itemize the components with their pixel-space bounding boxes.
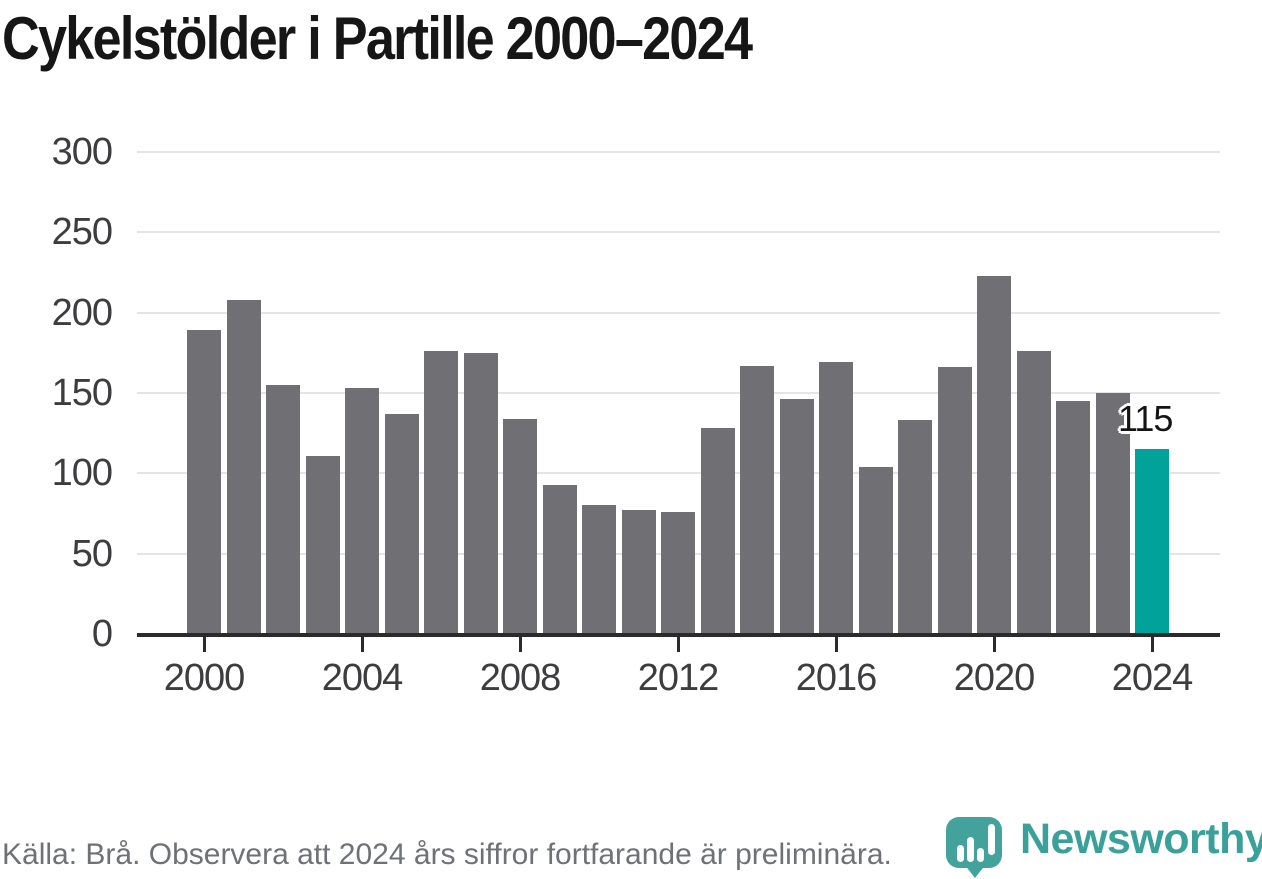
bar-2012	[661, 512, 695, 634]
bar-2015	[779, 399, 814, 634]
bar-2002	[266, 385, 300, 634]
x-axis-label: 2016	[795, 657, 878, 699]
chart-title: Cykelstölder i Partille 2000–2024	[2, 5, 753, 72]
bar-2024	[1135, 449, 1169, 634]
bar-2020	[977, 276, 1011, 634]
bar-2011	[621, 510, 656, 634]
bar-2018	[898, 420, 932, 634]
y-axis-label: 200	[51, 291, 113, 334]
x-tick-2016	[834, 637, 838, 652]
bar-2009	[542, 485, 577, 634]
x-axis-label: 2020	[953, 657, 1036, 699]
gridline-200	[137, 311, 1220, 314]
x-tick-2024	[1150, 637, 1154, 652]
x-tick-2012	[676, 637, 680, 652]
bar-2005	[384, 414, 419, 634]
bar-2010	[582, 505, 616, 634]
x-tick-2008	[518, 637, 522, 652]
x-tick-2020	[992, 637, 996, 652]
bar-2006	[424, 351, 458, 634]
y-axis-label: 100	[51, 452, 113, 495]
bar-2003	[305, 456, 340, 634]
highlight-value-label: 115	[1118, 398, 1173, 439]
y-axis-label: 300	[51, 130, 113, 173]
x-axis-label: 2008	[479, 657, 562, 699]
gridline-250	[137, 231, 1220, 234]
bar-2014	[740, 366, 774, 634]
x-axis-label: 2004	[321, 657, 404, 699]
newsworthy-logo: Newsworthy	[944, 812, 1262, 878]
bar-2001	[226, 300, 261, 634]
source-note: Källa: Brå. Observera att 2024 års siffr…	[2, 838, 892, 871]
y-axis-label: 150	[51, 371, 113, 414]
y-axis-label: 250	[51, 211, 113, 254]
bar-2022	[1056, 401, 1090, 634]
bar-2021	[1016, 351, 1051, 634]
y-axis-label: 0	[91, 613, 113, 655]
bar-2019	[937, 367, 972, 634]
x-axis-label: 2012	[637, 657, 720, 699]
y-axis-label: 50	[71, 532, 113, 575]
bar-2023	[1095, 393, 1130, 634]
x-tick-2004	[360, 637, 364, 652]
bar-2017	[858, 467, 893, 634]
bar-2016	[819, 362, 853, 634]
bar-2004	[345, 388, 379, 634]
bar-2013	[700, 428, 735, 634]
gridline-150	[137, 391, 1220, 394]
x-axis-label: 2024	[1111, 657, 1194, 699]
bar-2000	[187, 330, 221, 634]
gridline-300	[137, 150, 1220, 153]
newsworthy-wordmark: Newsworthy	[1020, 815, 1262, 863]
x-axis-label: 2000	[163, 657, 246, 699]
bar-2008	[503, 419, 537, 634]
x-axis-line	[137, 633, 1220, 637]
x-tick-2000	[202, 637, 206, 652]
bar-2007	[463, 353, 498, 634]
gridline-100	[137, 472, 1220, 475]
newsworthy-pin-barchart-icon	[944, 812, 1006, 878]
